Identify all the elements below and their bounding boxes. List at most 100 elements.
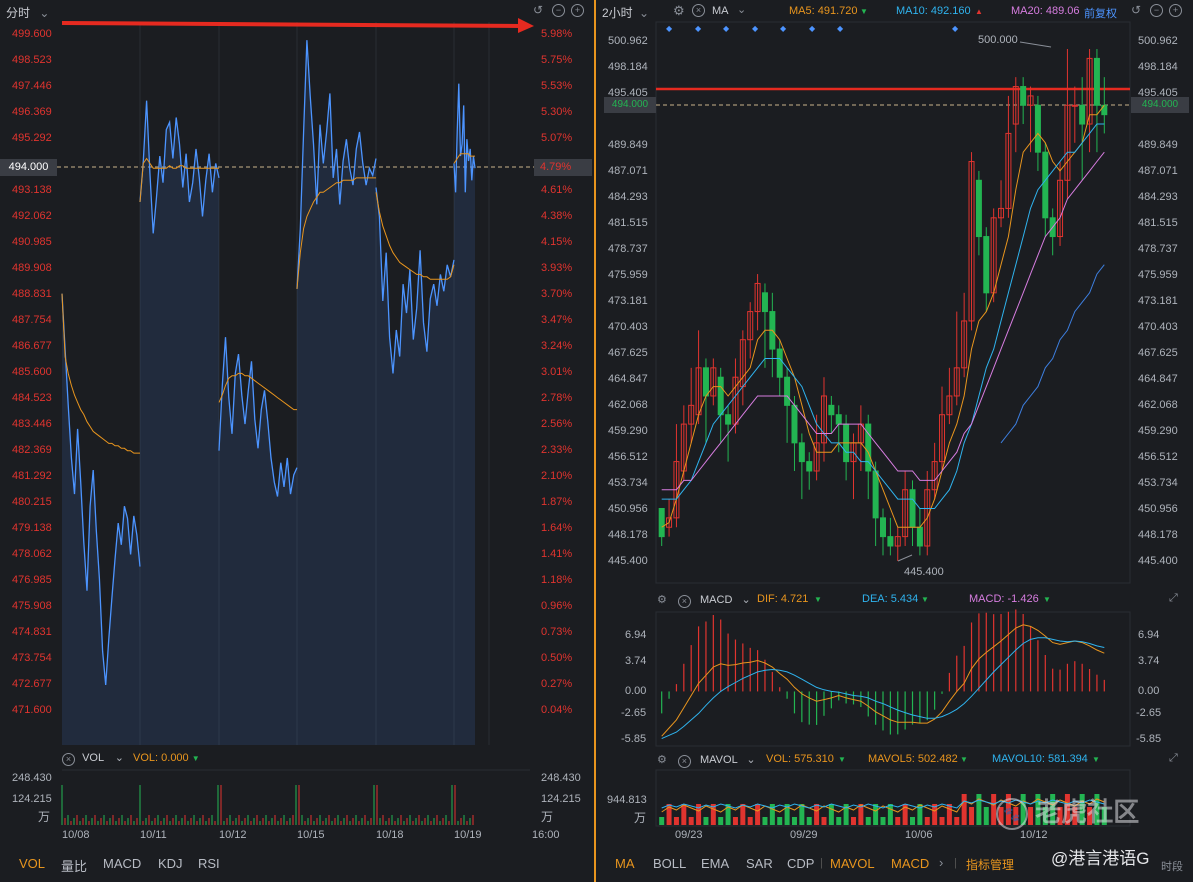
- expand-icon[interactable]: ⤢: [1169, 752, 1178, 764]
- price-tick-label: 495.292: [12, 132, 52, 144]
- tab-macd[interactable]: MACD: [103, 856, 142, 871]
- candle-body: [658, 507, 665, 538]
- volume-bar: [777, 817, 783, 825]
- annotation-arrow-head: [518, 18, 534, 33]
- chevron-down-icon[interactable]: ⌄: [741, 594, 751, 606]
- reset-icon[interactable]: ↺: [533, 3, 544, 17]
- chevron-down-icon[interactable]: ⌄: [746, 754, 756, 766]
- candle-body: [1064, 104, 1071, 181]
- candle-body: [968, 161, 975, 322]
- price-tick-label: 495.405: [1138, 87, 1178, 99]
- gear-icon[interactable]: ⚙: [673, 3, 685, 18]
- volume-bar: [895, 817, 901, 825]
- zoom-out-icon[interactable]: −: [1150, 4, 1163, 17]
- volume-bar: [1101, 807, 1107, 825]
- kline-panel: 2小时 ⌄ ⚙ × MA ⌄ MA5: 491.720 ▼ MA10: 492.…: [596, 0, 1193, 882]
- close-icon[interactable]: ×: [692, 4, 705, 17]
- separator: |: [954, 857, 957, 869]
- candle-body: [813, 442, 820, 472]
- vol-unit: 万: [634, 811, 647, 825]
- reset-icon[interactable]: ↺: [1131, 3, 1142, 17]
- volume-bar: [732, 817, 738, 825]
- volume-bar: [932, 804, 938, 825]
- price-tick-label: 490.985: [12, 236, 52, 248]
- price-tick-label: 498.523: [12, 54, 52, 66]
- price-line: [139, 100, 220, 234]
- volume-bar: [814, 804, 820, 825]
- price-tick-label: 484.293: [1138, 191, 1178, 203]
- gear-icon[interactable]: ⚙: [657, 754, 667, 766]
- tab-mavol[interactable]: MAVOL: [830, 856, 875, 871]
- zoom-in-icon[interactable]: +: [1169, 4, 1182, 17]
- tab-kdj[interactable]: KDJ: [158, 856, 183, 871]
- chevron-right-icon[interactable]: ›: [939, 855, 944, 870]
- tab-ema[interactable]: EMA: [701, 856, 730, 871]
- price-tick-label: 481.515: [608, 217, 648, 229]
- pct-tick-label: 4.61%: [541, 184, 572, 196]
- tab-rsi[interactable]: RSI: [198, 856, 220, 871]
- expand-icon[interactable]: ⤢: [1169, 592, 1178, 604]
- period-selector[interactable]: 分时 ⌄: [6, 4, 49, 21]
- volume-bar: [1050, 794, 1056, 825]
- kline-period-selector[interactable]: 2小时 ⌄: [602, 4, 649, 21]
- vol-tick-mid-r: 124.215: [541, 793, 581, 805]
- adjust-label[interactable]: 前复权: [1084, 8, 1117, 20]
- price-area-fill: [219, 337, 297, 745]
- event-marker: ◆: [809, 24, 816, 33]
- candle-body: [939, 414, 946, 463]
- tab-vol[interactable]: VOL: [19, 856, 46, 871]
- price-tick-label: 473.181: [1138, 295, 1178, 307]
- high-label: 500.000: [978, 34, 1018, 46]
- price-tick-label: 476.985: [12, 574, 52, 586]
- dif-line: [661, 624, 1105, 737]
- chevron-down-icon[interactable]: ⌄: [114, 752, 124, 764]
- volume-bar: [983, 807, 989, 825]
- event-marker: ◆: [723, 24, 730, 33]
- pct-tick-label: 2.10%: [541, 470, 572, 482]
- mavol-legend: ⚙ × MAVOL ⌄: [657, 753, 756, 768]
- price-tick-label: 489.849: [608, 139, 648, 151]
- tab-macd[interactable]: MACD: [891, 856, 930, 871]
- tab-sar[interactable]: SAR: [746, 856, 773, 871]
- price-tick-label: 497.446: [12, 80, 52, 92]
- tab-ma[interactable]: MA: [615, 856, 635, 871]
- tab-boll[interactable]: BOLL: [653, 856, 687, 871]
- candle-body: [1093, 57, 1100, 106]
- volume-bar: [659, 817, 665, 825]
- tab-cdp[interactable]: CDP: [787, 856, 815, 871]
- price-tick-label: 473.754: [12, 652, 52, 664]
- ma20-line: [661, 151, 1105, 491]
- indicator-manage-button[interactable]: 指标管理: [966, 858, 1015, 872]
- volume-bar: [873, 804, 879, 825]
- zoom-out-icon[interactable]: −: [552, 4, 565, 17]
- panel-divider[interactable]: [594, 0, 596, 882]
- close-icon[interactable]: ×: [677, 755, 691, 768]
- price-tick-label: 496.369: [12, 106, 52, 118]
- price-tick-label: 445.400: [1138, 555, 1178, 567]
- close-icon[interactable]: ×: [677, 595, 691, 608]
- close-icon[interactable]: ×: [62, 753, 75, 766]
- volume-bar: [946, 804, 952, 825]
- intraday-chart: 499.600 5.98% 498.523 5.75% 497.446 5.53% 496.…: [12, 18, 572, 825]
- volume-bar: [858, 804, 864, 825]
- gear-icon[interactable]: ⚙: [657, 594, 667, 606]
- chevron-down-icon: ⌄: [39, 6, 50, 20]
- event-marker: ◆: [752, 24, 759, 33]
- price-line: [61, 293, 141, 685]
- mavol5-value: MAVOL5: 502.482: [868, 753, 958, 765]
- time-range-label[interactable]: 时段: [1161, 861, 1183, 873]
- price-tick-label: 500.962: [608, 35, 648, 47]
- avg-price-line: [453, 153, 475, 164]
- macd-value: MACD: -1.426: [969, 593, 1039, 605]
- candle-body: [776, 348, 783, 378]
- price-tick-label: 467.625: [1138, 347, 1178, 359]
- zoom-in-icon[interactable]: +: [571, 4, 584, 17]
- dea-value: DEA: 5.434: [862, 593, 919, 605]
- vol-tick-mid-l: 124.215: [12, 793, 52, 805]
- pct-tick-label: 3.70%: [541, 288, 572, 300]
- candle-body: [975, 179, 982, 238]
- candle-body: [1012, 86, 1019, 125]
- volume-bar: [910, 817, 916, 825]
- chevron-down-icon[interactable]: ⌄: [737, 4, 747, 16]
- tab-volume-ratio[interactable]: 量比: [61, 859, 88, 874]
